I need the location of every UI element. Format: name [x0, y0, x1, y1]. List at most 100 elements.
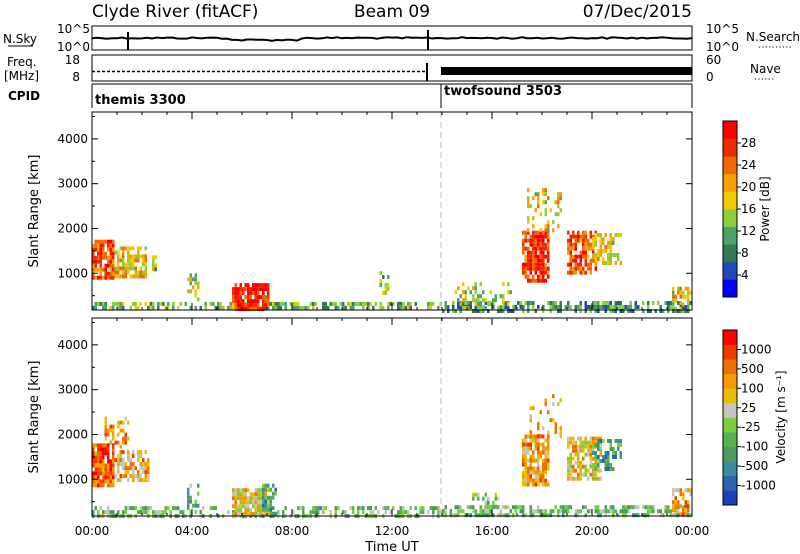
velocity-colorbar-swatch-5	[723, 417, 737, 433]
velocity-cell-9	[527, 482, 530, 487]
power-cell-7	[474, 309, 477, 313]
power-cell-1	[114, 250, 117, 255]
velocity-cell-4	[239, 512, 242, 517]
velocity-cell-9	[524, 442, 527, 447]
velocity-cell-13	[674, 504, 677, 509]
velocity-cell-13	[672, 488, 675, 493]
power-cell-4	[249, 295, 252, 300]
velocity-cell-1	[119, 478, 122, 483]
velocity-cell-7	[582, 505, 585, 510]
velocity-cell-10	[542, 426, 545, 431]
power-cell-12	[599, 241, 602, 245]
velocity-cell-9	[524, 470, 527, 475]
velocity-cell-3	[132, 506, 135, 511]
velocity-cell-7	[664, 505, 667, 510]
velocity-cell-7	[512, 505, 515, 510]
power-cell-11	[567, 270, 570, 275]
velocity-cell-7	[624, 505, 627, 510]
velocity-cell-0	[99, 459, 102, 464]
power-cell-1	[117, 266, 120, 271]
velocity-cell-4	[239, 508, 242, 513]
velocity-cell-8	[474, 492, 477, 497]
power-cell-7	[537, 305, 540, 309]
velocity-cell-7	[479, 509, 482, 514]
power-cell-7	[624, 305, 627, 309]
power-cell-13	[687, 286, 690, 291]
power-cell-6	[384, 291, 387, 295]
velocity-cell-7	[489, 513, 492, 518]
velocity-cell-3	[329, 510, 332, 515]
power-cell-3	[364, 301, 367, 306]
velocity-cell-11	[572, 440, 575, 445]
velocity-cell-2	[112, 428, 115, 433]
velocity-cell-0	[99, 463, 102, 468]
power-cell-1	[132, 254, 135, 259]
cpid-panel: CPID themis 3300 twofsound 3503	[8, 83, 693, 108]
velocity-cell-7	[607, 509, 610, 514]
power-cell-11	[579, 266, 582, 271]
power-cell-0	[107, 255, 110, 260]
velocity-cell-9	[529, 466, 532, 471]
velocity-cell-0	[112, 447, 115, 452]
power-cell-4	[234, 295, 237, 300]
velocity-cell-11	[592, 456, 595, 461]
power-cell-0	[99, 267, 102, 272]
power-cell-9	[534, 242, 537, 247]
power-cell-3	[304, 305, 307, 310]
power-cell-3	[272, 305, 275, 310]
velocity-cell-10	[552, 402, 555, 407]
power-cell-7	[579, 305, 582, 309]
power-cell-11	[569, 234, 572, 239]
velocity-cell-0	[102, 443, 105, 448]
power-cell-4	[252, 287, 255, 292]
velocity-cell-7	[442, 509, 445, 514]
power-cell-7	[549, 301, 552, 305]
power-cell-1	[124, 266, 127, 271]
power-cell-6	[379, 271, 382, 275]
power-cell-4	[234, 291, 237, 296]
velocity-cell-0	[112, 463, 115, 468]
power-cell-8	[459, 302, 462, 307]
velocity-colorbar-swatches	[723, 330, 737, 506]
power-cell-1	[114, 266, 117, 271]
power-cell-8	[504, 302, 507, 307]
power-cell-1	[117, 270, 120, 275]
power-cell-7	[447, 305, 450, 309]
velocity-cell-3	[319, 506, 322, 511]
velocity-cell-10	[529, 406, 532, 411]
power-cell-3	[122, 305, 125, 310]
power-cell-9	[547, 270, 550, 275]
velocity-cell-4	[239, 504, 242, 509]
velocity-cell-13	[672, 500, 675, 505]
velocity-cell-0	[109, 463, 112, 468]
power-cell-3	[162, 301, 165, 306]
power-cell-9	[544, 246, 547, 251]
power-cell-13	[684, 294, 687, 299]
power-cell-10	[542, 200, 545, 205]
power-cell-12	[602, 237, 605, 241]
velocity-cell-11	[587, 468, 590, 473]
power-cell-1	[119, 258, 122, 263]
power-cell-11	[567, 238, 570, 243]
velocity-cell-1	[147, 458, 150, 463]
power-cell-10	[544, 224, 547, 229]
power-cell-7	[669, 301, 672, 305]
velocity-cell-11	[577, 448, 580, 453]
power-cell-6	[387, 275, 390, 279]
velocity-cell-5	[269, 503, 272, 508]
velocity-cell-1	[127, 454, 130, 459]
power-cell-11	[579, 250, 582, 255]
power-cell-9	[537, 246, 540, 251]
velocity-cell-0	[109, 483, 112, 488]
power-colorbar-tick-label-5: 8	[741, 246, 749, 260]
power-cell-3	[312, 305, 315, 310]
velocity-cell-11	[597, 476, 600, 481]
power-cell-3	[122, 301, 125, 306]
velocity-cell-7	[677, 509, 680, 514]
velocity-cell-1	[127, 478, 130, 483]
velocity-cell-9	[547, 458, 550, 463]
power-cell-9	[527, 258, 530, 263]
power-cell-12	[594, 253, 597, 257]
velocity-cell-3	[342, 510, 345, 515]
velocity-cell-7	[549, 509, 552, 514]
